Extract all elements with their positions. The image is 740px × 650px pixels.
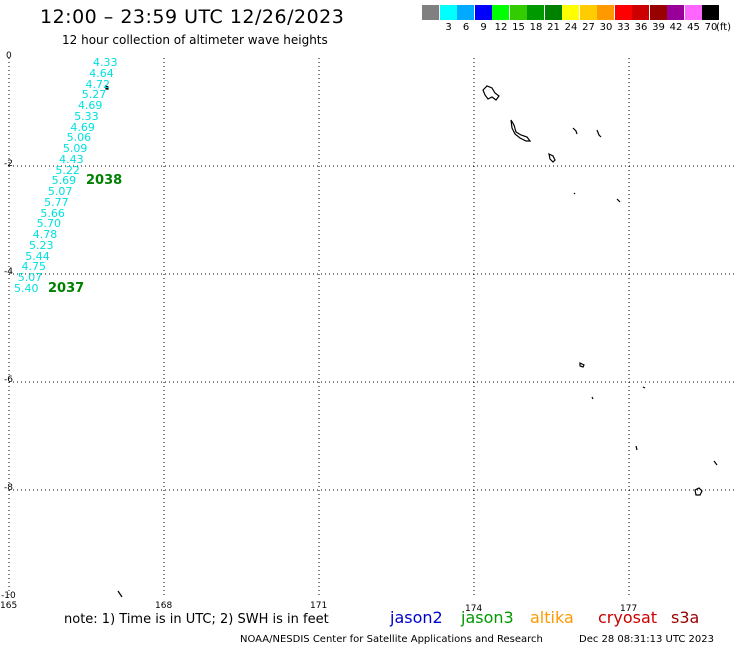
swh-reading: 4.69 [70, 120, 95, 134]
swh-reading: 4.69 [77, 99, 103, 113]
legend-label: 21 [547, 22, 560, 33]
satellite-altika: altika [530, 608, 574, 627]
gridlines [9, 58, 735, 598]
latitude-label: -10 [1, 591, 16, 601]
legend-swatch [439, 5, 457, 20]
swh-reading: 5.07 [47, 185, 73, 199]
island-marshall-1 [482, 85, 500, 101]
legend-label: 15 [512, 22, 525, 33]
island-tuvalu-3 [694, 487, 703, 496]
island-track-point [105, 85, 109, 90]
legend-label: 9 [480, 22, 487, 33]
swh-reading: 5.23 [29, 238, 54, 252]
legend-swatch [562, 5, 579, 20]
island-kiribati-2 [591, 396, 594, 400]
legend-label: 27 [582, 22, 595, 33]
legend-swatch [632, 5, 649, 20]
island-south-1 [117, 590, 123, 598]
legend-unit: (ft) [715, 22, 732, 33]
footer-generated-date: Dec 28 08:31:13 UTC 2023 [579, 634, 714, 645]
map-note: note: 1) Time is in UTC; 2) SWH is in fe… [64, 612, 329, 627]
legend-label: 12 [494, 22, 508, 33]
island-marshall-6 [573, 192, 576, 195]
swh-reading: 5.33 [74, 109, 99, 123]
swh-reading: 4.78 [32, 228, 58, 242]
legend-label: 18 [529, 22, 543, 33]
satellite-cryosat: cryosat [598, 608, 658, 627]
legend-label: 33 [617, 22, 630, 33]
island-marshall-2 [510, 119, 532, 142]
longitude-label: 168 [155, 601, 173, 611]
swh-reading: 5.06 [66, 131, 92, 145]
satellite-jason3: jason3 [461, 608, 514, 627]
swh-reading: 4.64 [89, 66, 114, 80]
legend-swatch [597, 5, 614, 20]
swh-reading: 5.22 [55, 163, 80, 177]
swh-reading: 5.77 [44, 195, 69, 209]
island-kiribati-1 [579, 362, 585, 368]
swh-reading: 5.27 [81, 88, 107, 102]
legend-swatch [649, 5, 667, 20]
swh-reading: 5.69 [51, 174, 77, 188]
footer-credit: NOAA/NESDIS Center for Satellite Applica… [240, 634, 543, 645]
satellite-jason2: jason2 [390, 608, 443, 627]
swh-reading: 4.72 [85, 77, 110, 91]
legend-label: 70 [704, 22, 718, 33]
swh-reading: 5.09 [62, 142, 88, 156]
longitude-label: 174 [465, 604, 483, 614]
legend-label: 6 [462, 22, 470, 33]
longitude-label: 177 [620, 604, 638, 614]
legend-swatch [684, 5, 702, 20]
legend-swatch [474, 5, 492, 20]
legend-swatch [544, 5, 562, 20]
legend-label: 42 [669, 22, 683, 33]
legend-label: 45 [687, 22, 700, 33]
latitude-label: -4 [4, 267, 13, 277]
swh-reading: 5.07 [17, 271, 43, 285]
island-marshall-5 [548, 152, 556, 163]
swh-reading: 4.33 [93, 56, 118, 69]
legend-swatch [509, 5, 527, 20]
latitude-label: -6 [4, 375, 13, 385]
swh-reading: 5.44 [25, 249, 50, 263]
legend-swatch [457, 5, 474, 20]
legend-label: 36 [634, 22, 648, 33]
swh-reading: 5.66 [40, 206, 65, 220]
longitude-label: 171 [310, 601, 328, 611]
latitude-label: -8 [4, 483, 13, 493]
legend-swatch [702, 5, 719, 20]
legend-swatch [579, 5, 597, 20]
swh-reading: 4.75 [21, 260, 47, 274]
latitude-label: 0 [6, 51, 12, 61]
legend-swatch [667, 5, 684, 20]
pass-label: 2038 [86, 173, 123, 188]
map-subtitle: 12 hour collection of altimeter wave hei… [62, 33, 328, 47]
legend-swatch [422, 5, 439, 20]
swh-reading: 5.40 [14, 282, 39, 295]
island-tuvalu-1 [635, 445, 638, 451]
legend-label: 30 [599, 22, 613, 33]
satellite-s3a: s3a [671, 608, 700, 627]
legend-label: 24 [564, 22, 578, 33]
swh-reading: 5.70 [36, 217, 62, 231]
latitude-label: -2 [4, 159, 13, 169]
legend-swatch [492, 5, 509, 20]
island-kiribati-3 [642, 386, 646, 389]
legend-swatch [527, 5, 544, 20]
legend-swatch [614, 5, 632, 20]
swh-reading: 4.43 [59, 152, 84, 166]
longitude-label: 165 [0, 601, 18, 611]
legend-label: 39 [652, 22, 665, 33]
island-marshall-3 [572, 127, 578, 135]
map-title: 12:00 – 23:59 UTC 12/26/2023 [40, 6, 345, 28]
island-marshall-7 [616, 198, 621, 203]
islands [105, 85, 718, 598]
island-tuvalu-2 [713, 460, 718, 466]
legend-label: 3 [445, 22, 452, 33]
pass-label: 2037 [48, 281, 85, 296]
island-marshall-4 [596, 129, 602, 138]
